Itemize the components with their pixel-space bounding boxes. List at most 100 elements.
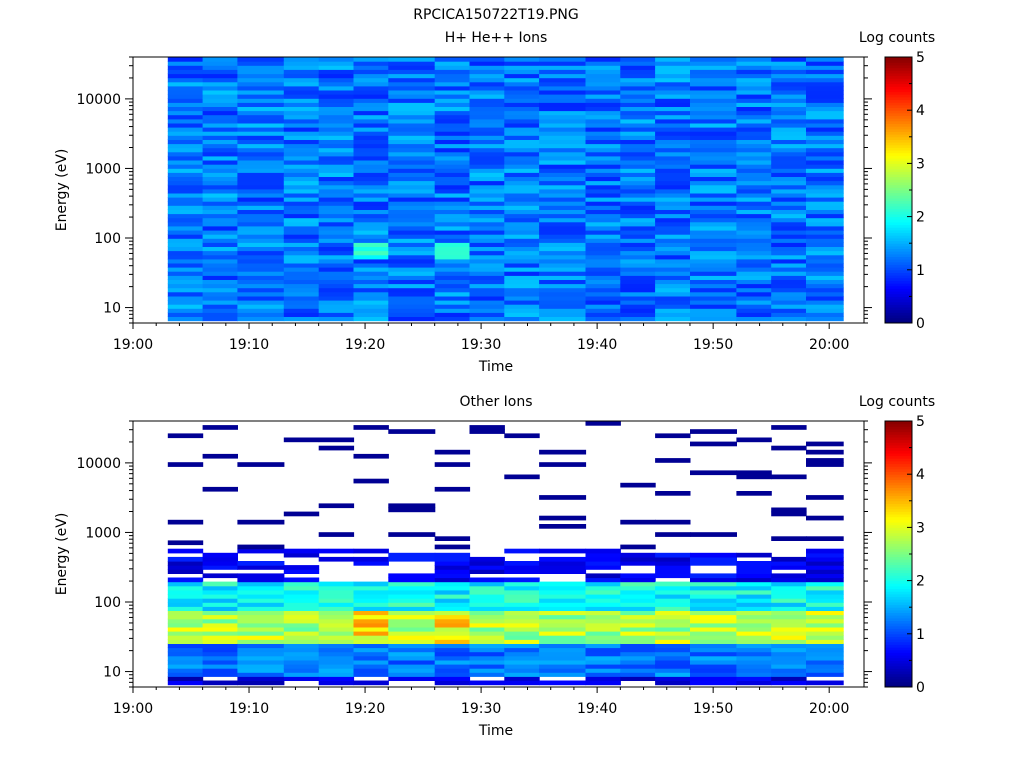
colorbar-segment [885,580,912,584]
heatmap-cell [806,515,844,521]
heatmap-cell [283,160,320,165]
heatmap-cell [202,139,238,145]
x-tick-label: 19:50 [693,337,733,353]
heatmap-cell [353,304,389,309]
colorbar-segment [885,182,912,186]
heatmap-cell [585,622,621,628]
heatmap-cell [539,242,587,247]
heatmap-cell [655,626,691,632]
heatmap-cell [237,209,285,215]
heatmap-cell [690,647,737,653]
heatmap-cell [469,622,505,628]
heatmap-cell [202,168,238,173]
heatmap-cell [585,65,621,70]
heatmap-cell [690,205,737,210]
heatmap-cell [353,65,389,70]
heatmap-cell [585,238,621,243]
colorbar-segment [885,203,912,207]
heatmap-cell [806,312,844,317]
colorbar-segment [885,197,912,202]
colorbar-segment [885,190,912,194]
heatmap-cell [504,234,540,239]
heatmap-cell [771,114,807,120]
heatmap-cell [690,102,737,107]
heatmap-cell [202,98,238,103]
heatmap-cell [283,548,320,554]
heatmap-cell [167,234,204,239]
heatmap-cell [504,77,540,83]
colorbar-segment [885,540,912,544]
colorbar-segment [885,57,912,61]
heatmap-cell [539,246,587,252]
heatmap-cell [167,250,204,256]
heatmap-cell [202,573,238,579]
heatmap-cell [167,672,204,677]
heatmap-cell [690,225,737,231]
heatmap-cell [771,155,807,161]
heatmap-cell [585,275,621,280]
heatmap-cell [585,312,621,317]
heatmap-cell [690,470,737,476]
heatmap-cell [539,267,587,272]
heatmap-cell [655,209,691,215]
heatmap-cell [469,287,505,293]
heatmap-cell [318,556,355,562]
heatmap-cell [237,180,285,186]
colorbar-segment [885,75,912,79]
heatmap-cell [283,659,320,665]
heatmap-cell [539,283,587,289]
heatmap-cell [469,246,505,252]
heatmap-cell [585,279,621,285]
heatmap-cell [202,65,238,70]
heatmap-cell [202,267,238,272]
heatmap-cell [690,65,737,70]
heatmap-cell [539,258,587,264]
heatmap-cell [469,176,505,182]
heatmap-cell [237,110,285,116]
heatmap-cell [620,131,656,136]
heatmap-cell [469,651,505,657]
heatmap-cell [237,225,285,231]
heatmap-cell [539,85,587,91]
heatmap-cell [655,94,691,99]
heatmap-cell [539,61,587,66]
heatmap-cell [806,147,844,153]
heatmap-cell [806,213,844,219]
colorbar-segment [885,235,912,239]
heatmap-cell [806,85,844,91]
heatmap-cell [771,127,807,132]
heatmap-cell [202,308,238,313]
heatmap-cell [655,135,691,140]
heatmap-cell [202,594,238,599]
colorbar-segment [885,205,912,210]
heatmap-cell [202,234,238,239]
colorbar-segment [885,471,912,475]
heatmap-cell [353,230,389,235]
colorbar-segment [885,83,912,87]
heatmap-cell [388,581,436,587]
heatmap-cell [736,569,772,574]
heatmap-cell [585,98,621,103]
heatmap-cell [620,122,656,128]
heatmap-cell [585,316,621,322]
heatmap-cell [504,172,540,177]
heatmap-cell [655,131,691,136]
heatmap-cell [469,221,505,227]
heatmap-cell [388,287,436,293]
heatmap-cell [318,647,355,653]
heatmap-cell [620,98,656,103]
heatmap-cell [283,258,320,264]
heatmap-cell [736,143,772,149]
heatmap-cell [283,197,320,202]
heatmap-cell [655,77,691,83]
y-tick-label: 10 [103,301,121,317]
heatmap-cell [434,295,471,301]
heatmap-cell [283,581,320,587]
heatmap-cell [504,85,540,91]
heatmap-cell [806,291,844,297]
heatmap-cell [167,143,204,149]
heatmap-cell [167,110,204,116]
heatmap-cell [318,217,355,223]
heatmap-cell [469,283,505,289]
heatmap-cell [318,598,355,603]
